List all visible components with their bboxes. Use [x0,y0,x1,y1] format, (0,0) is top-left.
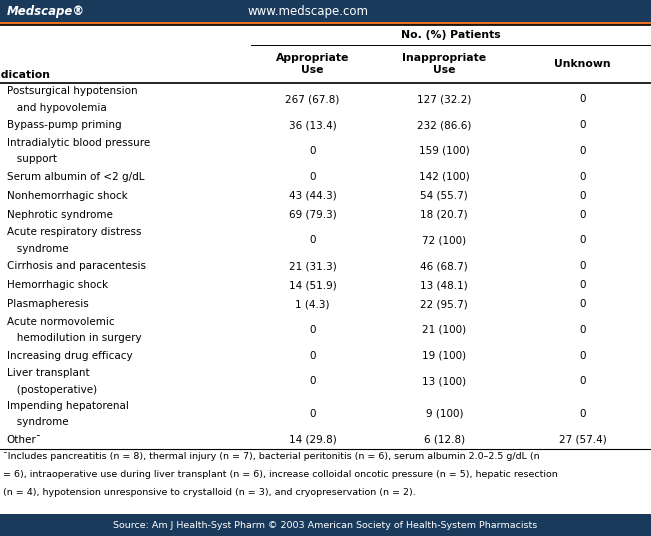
Text: 267 (67.8): 267 (67.8) [285,94,340,105]
Text: 36 (13.4): 36 (13.4) [288,120,337,130]
Text: Nonhemorrhagic shock: Nonhemorrhagic shock [7,191,127,200]
Text: 0: 0 [579,325,586,335]
Text: 0: 0 [579,299,586,309]
Text: 0: 0 [579,376,586,386]
Text: 27 (57.4): 27 (57.4) [559,435,607,444]
Text: 22 (95.7): 22 (95.7) [421,299,468,309]
Text: Medscape®: Medscape® [7,4,85,18]
Text: = 6), intraoperative use during liver transplant (n = 6), increase colloidal onc: = 6), intraoperative use during liver tr… [3,470,558,479]
Text: 0: 0 [579,191,586,200]
Text: Source: Am J Health-Syst Pharm © 2003 American Society of Health-System Pharmaci: Source: Am J Health-Syst Pharm © 2003 Am… [113,520,538,530]
Text: 69 (79.3): 69 (79.3) [288,210,337,220]
Text: 0: 0 [579,210,586,220]
Text: Impending hepatorenal: Impending hepatorenal [7,401,128,411]
Text: 21 (31.3): 21 (31.3) [288,261,337,271]
Text: 0: 0 [309,146,316,156]
Text: 0: 0 [309,351,316,361]
Text: 0: 0 [579,94,586,105]
Text: 14 (51.9): 14 (51.9) [288,280,337,290]
Text: Intradialytic blood pressure: Intradialytic blood pressure [7,138,150,148]
Text: Hemorrhagic shock: Hemorrhagic shock [7,280,107,290]
Text: and hypovolemia: and hypovolemia [7,102,106,113]
Text: Serum albumin of <2 g/dL: Serum albumin of <2 g/dL [7,172,144,182]
Text: 232 (86.6): 232 (86.6) [417,120,471,130]
Text: 0: 0 [309,235,316,245]
Text: 0: 0 [579,351,586,361]
Text: 13 (48.1): 13 (48.1) [421,280,468,290]
Text: 46 (68.7): 46 (68.7) [421,261,468,271]
Text: Other¯: Other¯ [7,435,42,444]
Text: Increasing drug efficacy: Increasing drug efficacy [7,351,132,361]
Text: No. (%) Patients: No. (%) Patients [401,30,501,40]
Text: Appropriate
Use: Appropriate Use [276,54,349,75]
Text: Unknown: Unknown [555,59,611,69]
Text: Liver transplant: Liver transplant [7,368,89,378]
Text: hemodilution in surgery: hemodilution in surgery [7,333,141,343]
Text: syndrome: syndrome [7,417,68,427]
Text: syndrome: syndrome [7,243,68,254]
Text: 54 (55.7): 54 (55.7) [421,191,468,200]
Bar [0,22,651,25]
Bar [0,514,651,536]
Text: Acute normovolemic: Acute normovolemic [7,317,114,327]
Text: 9 (100): 9 (100) [426,409,463,419]
Text: 0: 0 [579,120,586,130]
Text: 0: 0 [309,376,316,386]
Text: Plasmapheresis: Plasmapheresis [7,299,89,309]
Text: 0: 0 [579,409,586,419]
Text: Nephrotic syndrome: Nephrotic syndrome [7,210,113,220]
Text: 0: 0 [579,235,586,245]
Text: (n = 4), hypotension unresponsive to crystalloid (n = 3), and cryopreservation (: (n = 4), hypotension unresponsive to cry… [3,488,416,497]
Text: 0: 0 [579,146,586,156]
Text: Acute respiratory distress: Acute respiratory distress [7,227,141,237]
Text: www.medscape.com: www.medscape.com [247,4,368,18]
Text: support: support [7,154,57,164]
Text: 21 (100): 21 (100) [422,325,466,335]
Text: 13 (100): 13 (100) [422,376,466,386]
Text: 0: 0 [309,409,316,419]
Text: 159 (100): 159 (100) [419,146,469,156]
Text: 127 (32.2): 127 (32.2) [417,94,471,105]
Text: Bypass-pump priming: Bypass-pump priming [7,120,121,130]
Text: 1 (4.3): 1 (4.3) [296,299,329,309]
Text: Indication: Indication [0,70,50,80]
Text: ¯Includes pancreatitis (n = 8), thermal injury (n = 7), bacterial peritonitis (n: ¯Includes pancreatitis (n = 8), thermal … [3,452,540,461]
Text: 0: 0 [579,172,586,182]
Text: 0: 0 [309,325,316,335]
Text: 72 (100): 72 (100) [422,235,466,245]
Text: Cirrhosis and paracentesis: Cirrhosis and paracentesis [7,261,146,271]
Text: 0: 0 [579,261,586,271]
Text: 0: 0 [579,280,586,290]
Text: Inappropriate
Use: Inappropriate Use [402,54,486,75]
Text: (postoperative): (postoperative) [7,384,96,394]
Text: 142 (100): 142 (100) [419,172,469,182]
Text: 43 (44.3): 43 (44.3) [288,191,337,200]
Text: Postsurgical hypotension: Postsurgical hypotension [7,86,137,96]
Text: 18 (20.7): 18 (20.7) [421,210,468,220]
Text: 6 (12.8): 6 (12.8) [424,435,465,444]
Text: 19 (100): 19 (100) [422,351,466,361]
Bar [0,0,651,22]
Text: 0: 0 [309,172,316,182]
Text: 14 (29.8): 14 (29.8) [288,435,337,444]
